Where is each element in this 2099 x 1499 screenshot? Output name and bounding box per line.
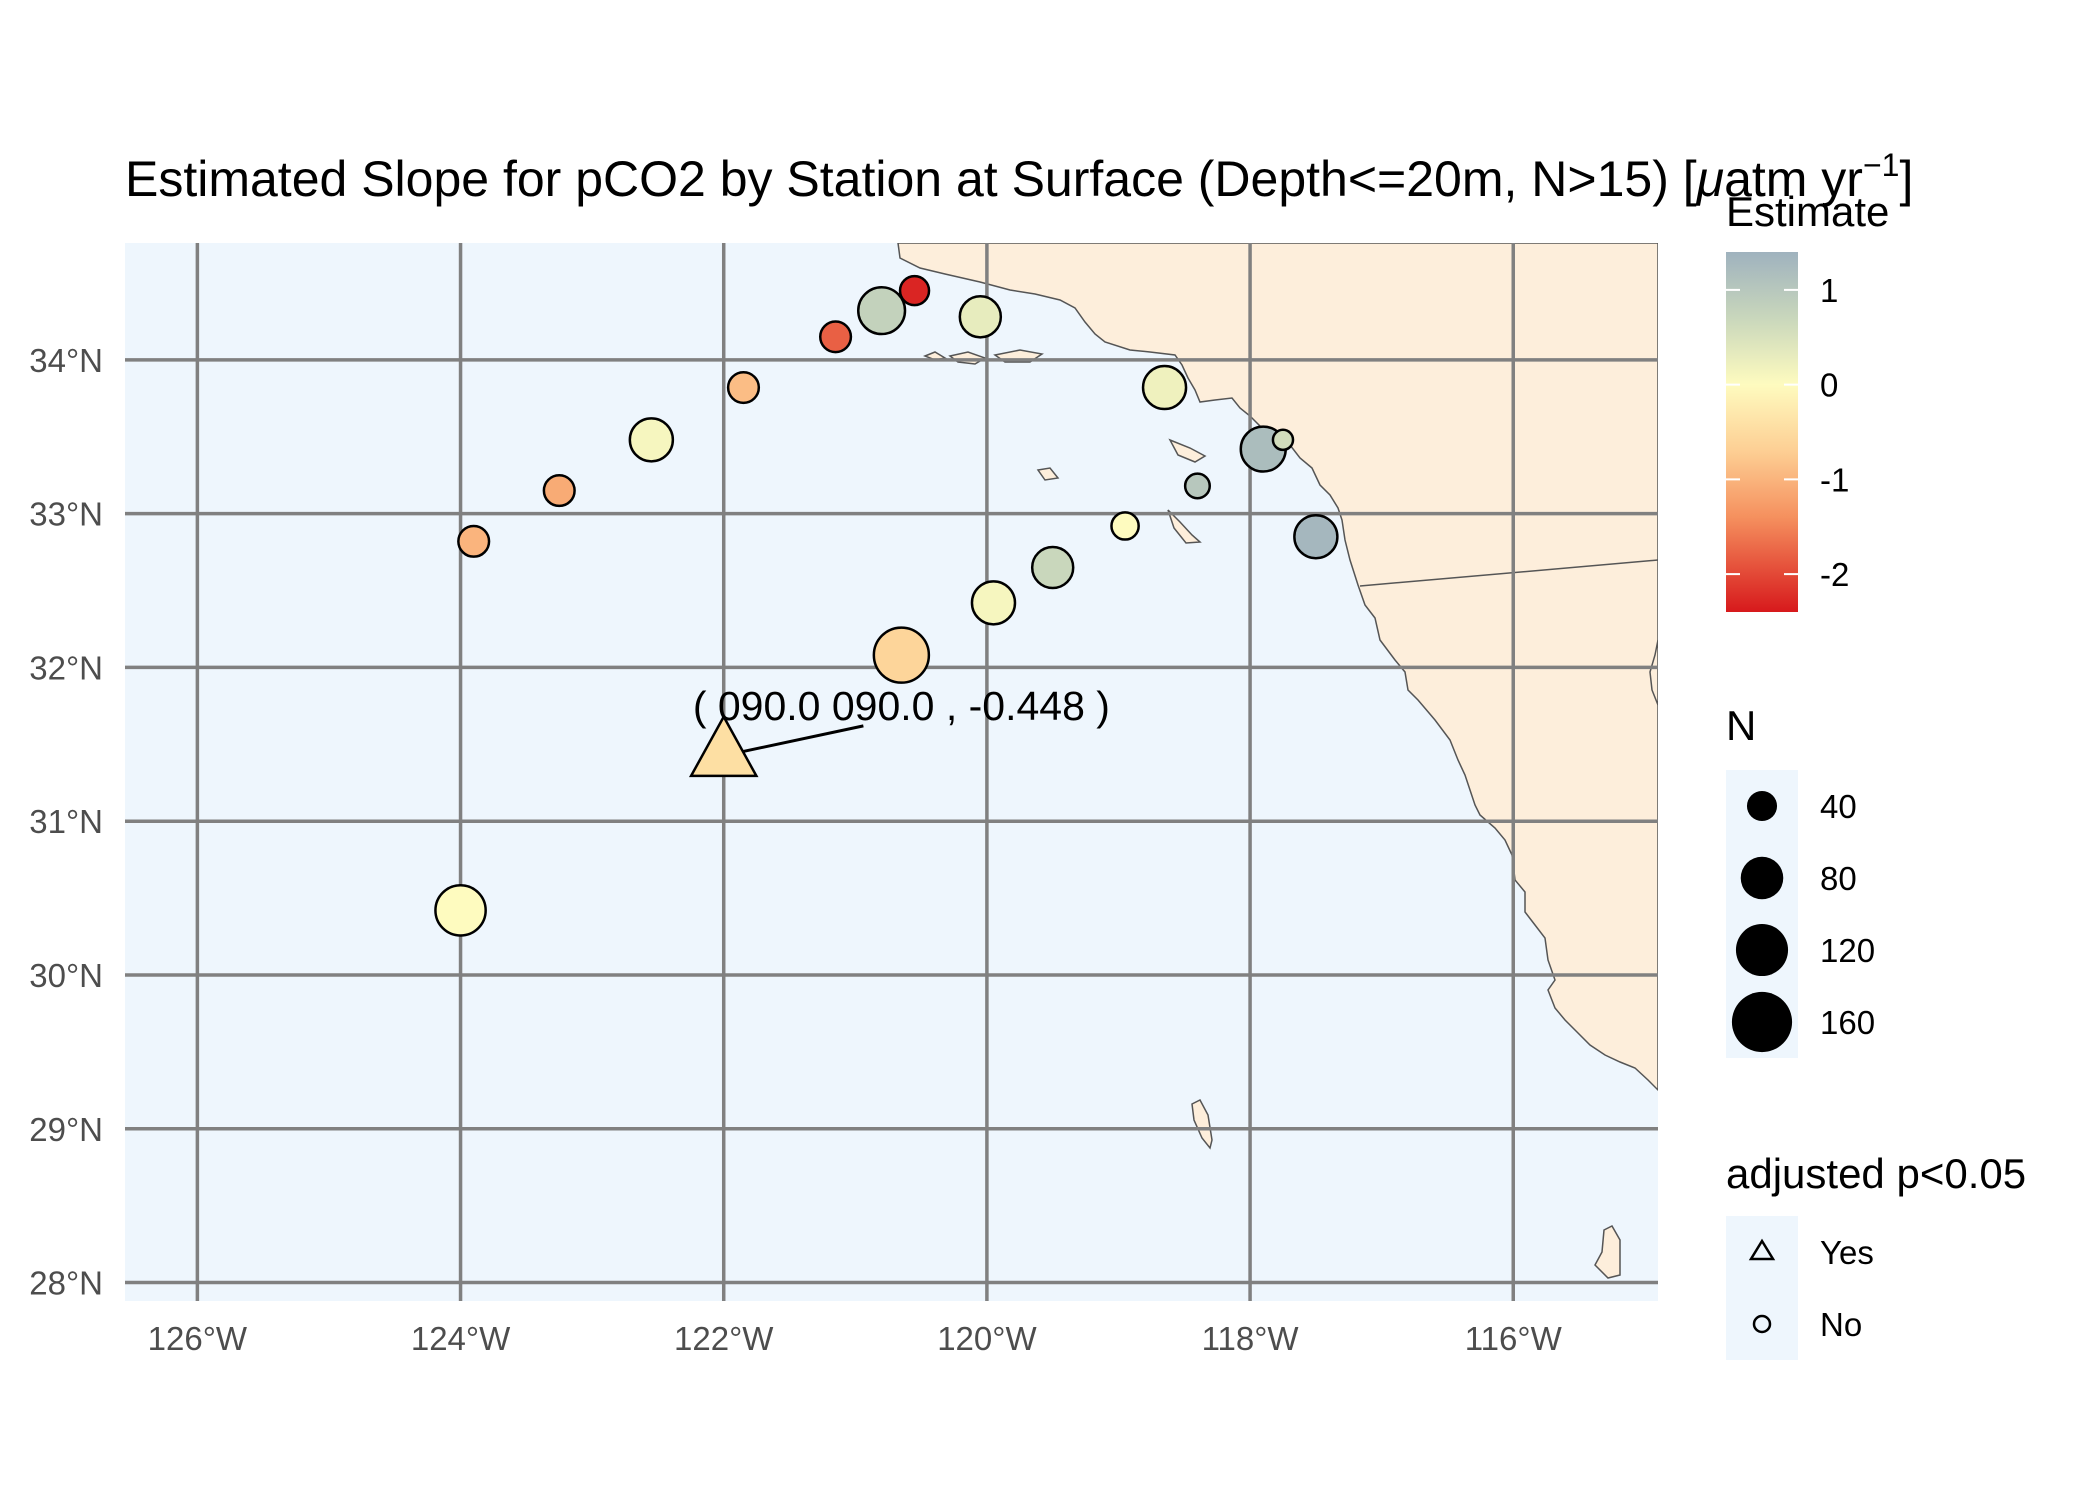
legend-n-swatch — [1740, 856, 1784, 900]
station-point — [1141, 364, 1188, 411]
legend-shape-title: adjusted p<0.05 — [1726, 1150, 2026, 1197]
colorbar-tick-label: -1 — [1820, 461, 1849, 498]
station-point — [1030, 545, 1075, 590]
station-point — [958, 295, 1003, 339]
station-point — [818, 320, 853, 354]
station-point — [628, 417, 675, 463]
legend-n-label: 80 — [1820, 860, 1857, 897]
y-tick-label: 31°N — [29, 803, 103, 840]
legend-n: N 40 80 120 160 — [1726, 702, 1875, 1058]
station-point — [542, 473, 576, 508]
station-triangle — [688, 714, 759, 778]
title-suffix: ] — [1899, 151, 1913, 207]
x-tick-label: 124°W — [411, 1320, 511, 1357]
international-border — [1359, 559, 1658, 587]
x-tick-label: 122°W — [674, 1320, 774, 1357]
legend-n-items: 40 80 120 160 — [1731, 788, 1875, 1053]
annotation-leader-line — [726, 724, 864, 757]
legend-estimate: Estimate 1 0 -1 -2 — [1726, 188, 1889, 612]
y-tick-label: 30°N — [29, 957, 103, 994]
y-tick-label: 32°N — [29, 649, 103, 686]
legend-shape-items: Yes No — [1748, 1234, 1874, 1343]
x-tick-label: 118°W — [1202, 1320, 1300, 1357]
y-tick-label: 28°N — [29, 1265, 103, 1302]
title-prefix: Estimated Slope for pCO2 by Station at S… — [125, 151, 1697, 207]
map-panel: ( 090.0 090.0 , -0.448 ) — [125, 243, 1658, 1301]
island — [1168, 438, 1207, 463]
graticule — [125, 243, 1658, 1301]
legend-n-title: N — [1726, 702, 1756, 749]
station-point — [1110, 511, 1140, 541]
station-point — [898, 274, 931, 307]
y-axis-ticks: 34°N 33°N 32°N 31°N 30°N 29°N 28°N — [29, 342, 103, 1302]
legend-n-swatch — [1735, 923, 1789, 977]
legend-n-label: 160 — [1820, 1004, 1875, 1041]
y-tick-label: 29°N — [29, 1111, 103, 1148]
x-tick-label: 126°W — [148, 1320, 248, 1357]
title-unit: atm yr — [1724, 151, 1863, 207]
colorbar-tick-label: 1 — [1820, 272, 1838, 309]
island — [1594, 1225, 1621, 1279]
y-tick-label: 34°N — [29, 342, 103, 379]
legend-estimate-title: Estimate — [1726, 188, 1889, 235]
island — [1036, 467, 1060, 481]
legend-circle-swatch — [1752, 1314, 1772, 1334]
station-point — [434, 884, 487, 937]
legend-shape: adjusted p<0.05 Yes No — [1726, 1150, 2026, 1360]
legend-n-label: 40 — [1820, 788, 1857, 825]
chart-title: Estimated Slope for pCO2 by Station at S… — [125, 147, 1913, 207]
legend-shape-label: Yes — [1820, 1234, 1874, 1271]
gulf-coast — [1649, 639, 1658, 706]
colorbar-tick-label: 0 — [1820, 367, 1838, 404]
estimate-ticks: 1 0 -1 -2 — [1726, 272, 1849, 593]
legend-shape-key-bg — [1726, 1216, 1798, 1360]
station-point — [970, 580, 1017, 626]
x-axis-ticks: 126°W 124°W 122°W 120°W 118°W 116°W — [148, 1320, 1563, 1357]
y-tick-label: 33°N — [29, 496, 103, 533]
station-point — [457, 524, 491, 558]
legend-n-swatch — [1746, 790, 1778, 822]
annotation-layer — [726, 724, 864, 757]
mainland-coast — [897, 243, 1658, 1092]
title-mu: μ — [1695, 151, 1724, 207]
island — [1167, 509, 1202, 544]
station-point — [1183, 472, 1211, 500]
x-tick-label: 120°W — [937, 1320, 1037, 1357]
legend-n-swatch — [1731, 991, 1793, 1053]
station-point — [872, 626, 931, 684]
title-exponent: −1 — [1863, 147, 1899, 183]
colorbar-tick-label: -2 — [1820, 556, 1849, 593]
legend-triangle-swatch — [1748, 1238, 1776, 1261]
station-point — [1293, 513, 1339, 560]
legend-n-label: 120 — [1820, 932, 1875, 969]
annotation-label: ( 090.0 090.0 , -0.448 ) — [693, 683, 1110, 729]
x-tick-label: 116°W — [1465, 1320, 1563, 1357]
island — [1191, 1099, 1213, 1150]
legend-shape-label: No — [1820, 1306, 1862, 1343]
estimate-colorbar — [1726, 252, 1798, 612]
station-point — [726, 370, 761, 405]
station-point — [1271, 428, 1295, 452]
station-points — [434, 274, 1339, 937]
station-point — [857, 286, 907, 336]
